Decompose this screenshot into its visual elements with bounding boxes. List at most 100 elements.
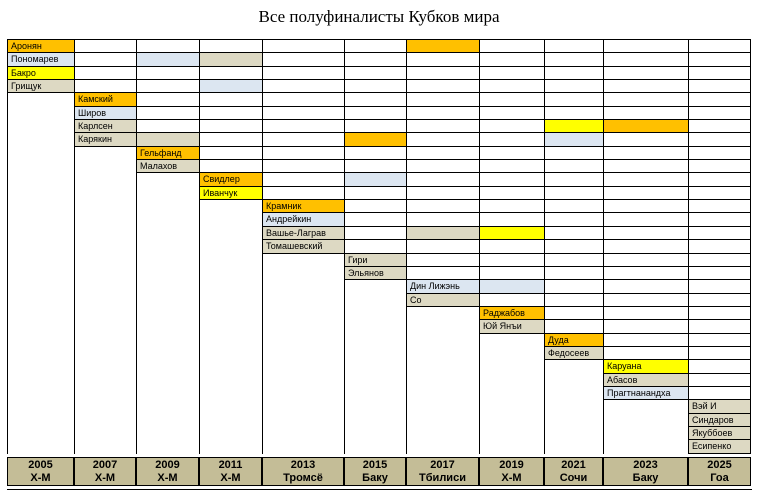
result-cell (480, 226, 544, 241)
grid-cell (604, 267, 688, 281)
grid-cell (345, 53, 406, 67)
grid-cell (545, 320, 603, 334)
header-venue-label: Тромсё (283, 472, 323, 484)
grid-cell (407, 213, 479, 227)
player-name-cell: Каруана (604, 360, 688, 374)
grid-cell (604, 320, 688, 334)
merged-blank-cell (545, 360, 603, 454)
grid-cell (345, 160, 406, 174)
grid-cell (200, 93, 262, 107)
grid-cell (480, 294, 544, 307)
player-name-cell: Гири (345, 253, 406, 267)
grid-cell (480, 200, 544, 214)
year-column-2023: Каруана Абасов Прагтнанандха (603, 40, 688, 454)
grid-cell (137, 93, 199, 107)
grid-cell (200, 120, 262, 134)
grid-cell (545, 160, 603, 174)
grid-cell (689, 67, 750, 81)
grid-cell (689, 40, 750, 54)
grid-cell (407, 160, 479, 174)
grid-cell (689, 334, 750, 347)
player-name-cell: Аронян (8, 40, 74, 54)
year-column-2013: Крамник Андрейкин Вашье-Лаграв Томашевский (262, 40, 344, 454)
header-year-label: 2017 (430, 459, 455, 471)
grid-cell (263, 187, 344, 201)
grid-cell (689, 387, 750, 401)
header-year-label: 2025 (707, 459, 732, 471)
grid-cell (407, 254, 479, 267)
grid-cell (545, 147, 603, 161)
grid-cell (689, 80, 750, 94)
player-name-cell: Прагтнанандха (604, 386, 688, 401)
player-name-cell: Есипенко (689, 440, 750, 454)
year-header-cell: 2013 Тромсё (262, 457, 344, 486)
grid-cell (407, 107, 479, 121)
grid-cell (200, 107, 262, 121)
year-header-cell: 2019 Х-М (479, 457, 544, 486)
grid-cell (545, 307, 603, 321)
header-year-label: 2013 (290, 459, 316, 471)
player-name-cell: Иванчук (200, 186, 262, 201)
grid-cell (689, 267, 750, 281)
grid-cell (689, 53, 750, 67)
result-cell (545, 120, 603, 134)
merged-blank-cell (137, 173, 199, 454)
grid-cell (200, 133, 262, 147)
player-name-cell: Томашевский (263, 240, 344, 254)
grid-cell (689, 294, 750, 307)
grid-cell (480, 67, 544, 81)
merged-blank-cell (263, 254, 344, 455)
grid-cell (689, 320, 750, 334)
grid-cell (263, 147, 344, 161)
merged-blank-cell (480, 334, 544, 454)
year-column-2025: Вэй И Синдаров Якуббоев Есипенко (688, 40, 751, 454)
header-year-label: 2009 (155, 459, 180, 471)
grid-cell (545, 93, 603, 107)
grid-cell (407, 53, 479, 67)
player-name-cell: Вашье-Лаграв (263, 226, 344, 241)
grid-cell (345, 240, 406, 254)
grid-cell (200, 160, 262, 174)
grid-cell (545, 173, 603, 187)
grid-cell (689, 147, 750, 161)
grid-cell (407, 240, 479, 254)
grid-cell (345, 107, 406, 121)
grid-cell (689, 160, 750, 174)
year-column-2015: Гири Эльянов (344, 40, 406, 454)
grid-cell (604, 67, 688, 81)
header-venue-label: Баку (632, 472, 659, 484)
player-name-cell: Гельфанд (137, 146, 199, 161)
grid-cell (604, 347, 688, 361)
grid-cell (604, 240, 688, 254)
header-year-label: 2015 (362, 459, 388, 471)
grid-cell (75, 80, 136, 94)
grid-cell (689, 254, 750, 267)
grid-cell (345, 120, 406, 134)
grid-cell (480, 133, 544, 147)
grid-cell (604, 280, 688, 294)
player-name-cell: Раджабов (480, 306, 544, 321)
grid-cell (263, 173, 344, 187)
grid-cell (480, 240, 544, 254)
player-name-cell: Андрейкин (263, 213, 344, 227)
grid-cell (545, 80, 603, 94)
grid-cell (137, 40, 199, 54)
year-column-2011: Свидлер Иванчук (199, 40, 262, 454)
grid-cell (545, 187, 603, 201)
grid-cell (604, 334, 688, 347)
grid-cell (545, 67, 603, 81)
grid-cell (407, 187, 479, 201)
header-year-label: 2019 (499, 459, 524, 471)
chart-title: Все полуфиналисты Кубков мира (258, 7, 500, 26)
grid-cell (689, 120, 750, 134)
year-column-2009: Гельфанд Малахов (136, 40, 199, 454)
grid-cell (604, 107, 688, 121)
grid-cell (689, 240, 750, 254)
grid-cell (545, 53, 603, 67)
player-name-cell: Бакро (8, 66, 74, 81)
grid-cell (689, 227, 750, 241)
grid-cell (407, 200, 479, 214)
grid-cell (345, 147, 406, 161)
year-column-2017: Дин Лижэнь Со (406, 40, 479, 454)
header-venue-label: Х-М (30, 472, 51, 484)
